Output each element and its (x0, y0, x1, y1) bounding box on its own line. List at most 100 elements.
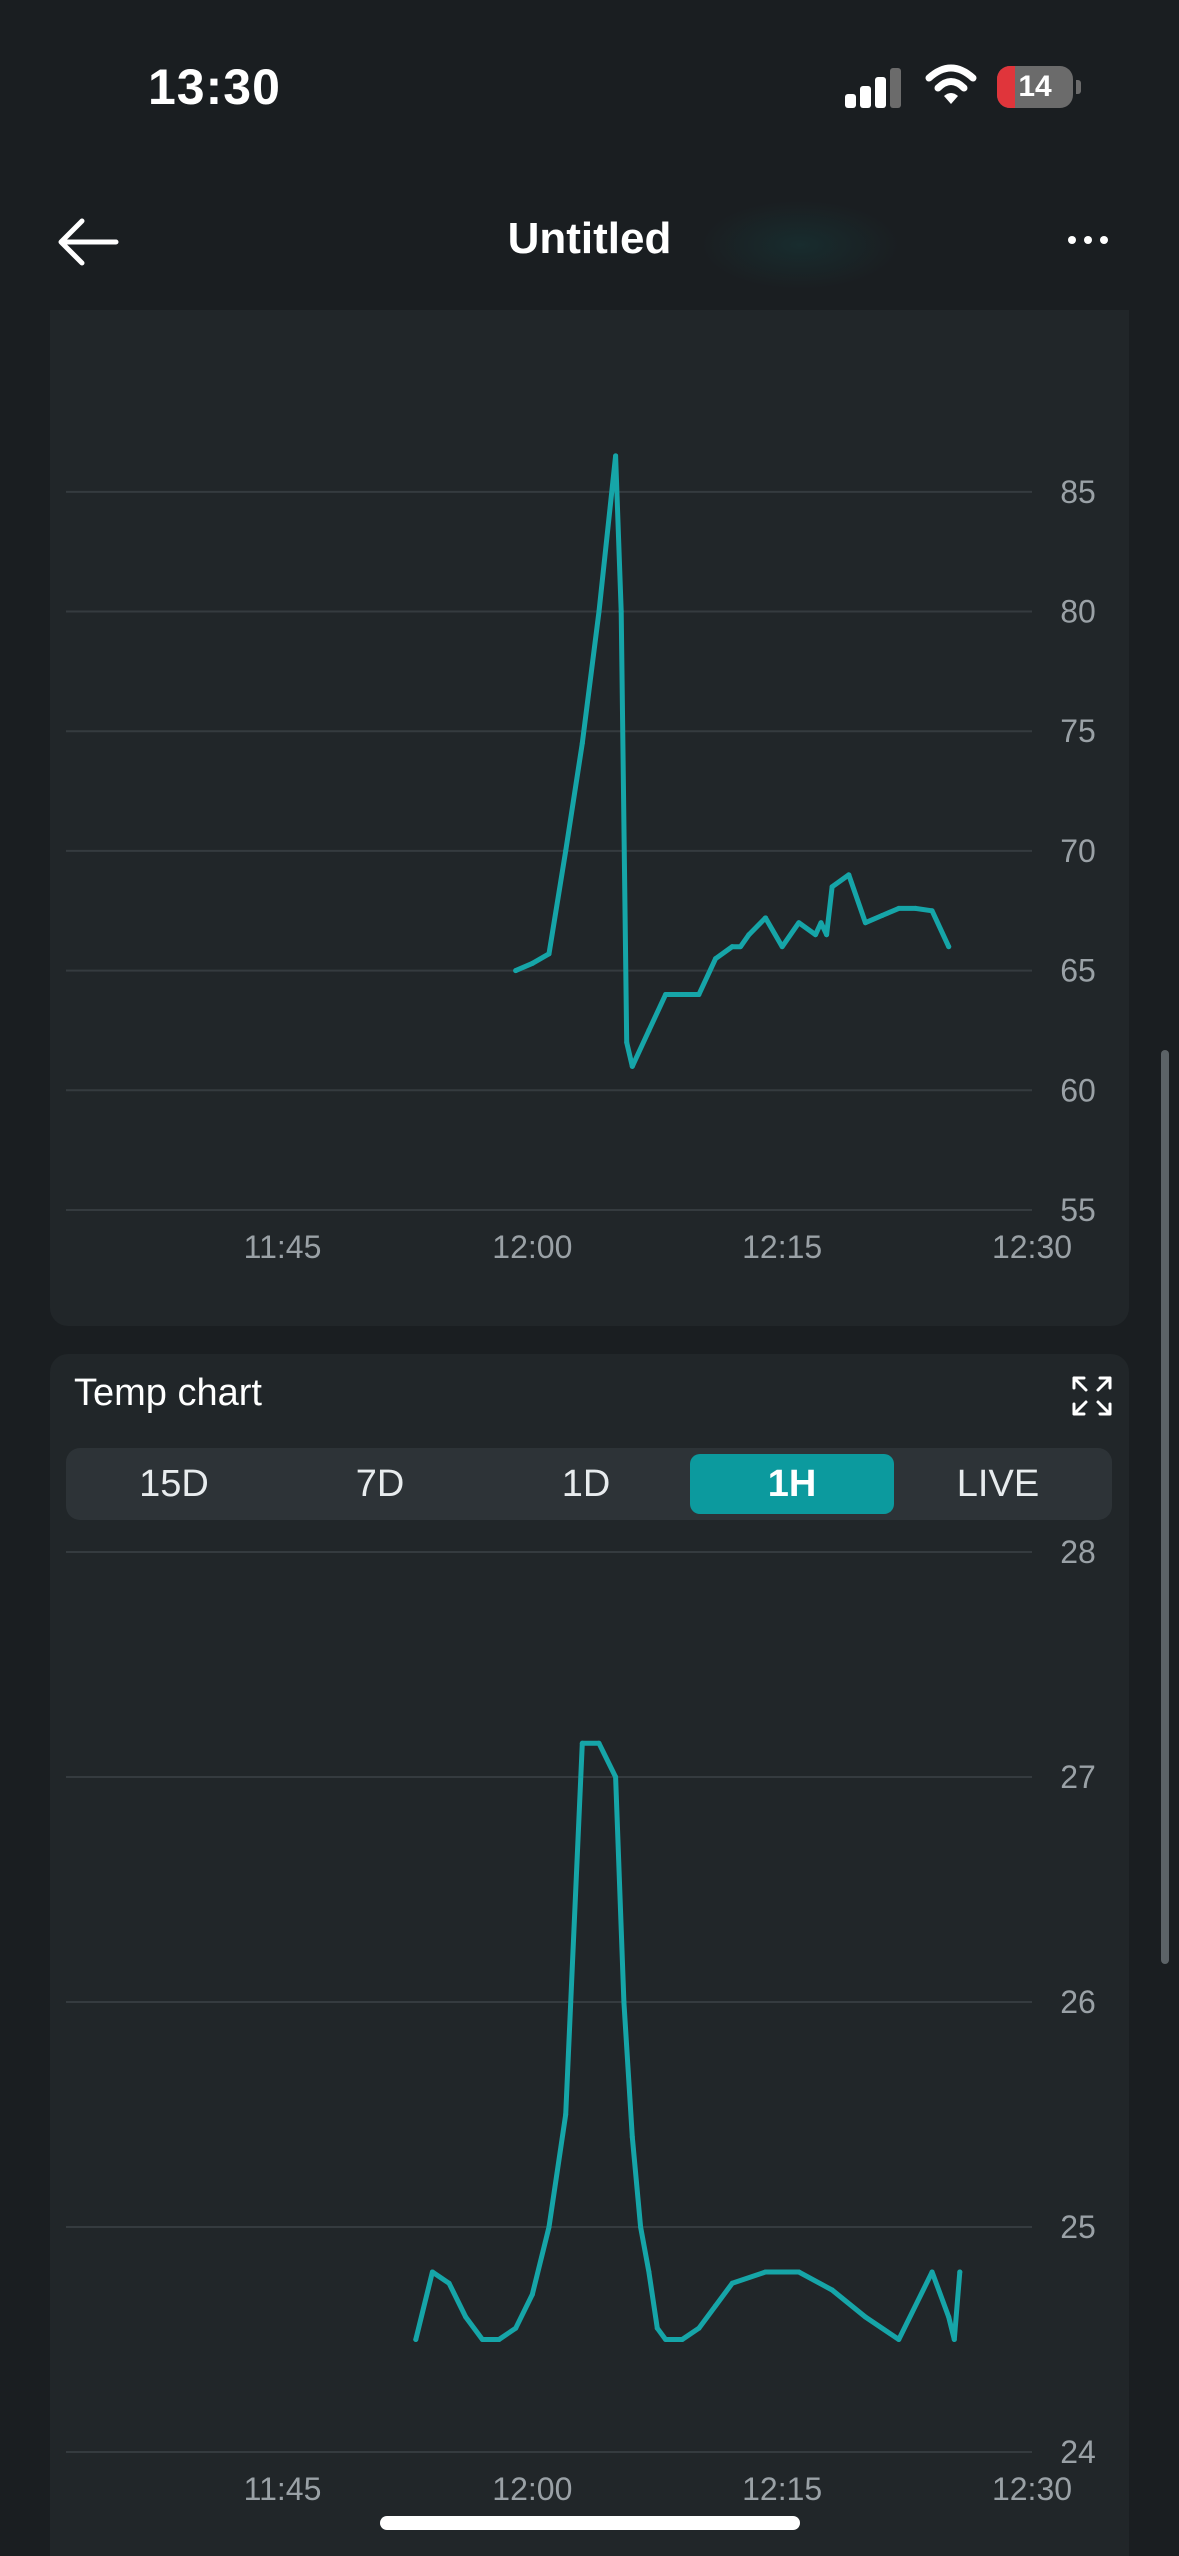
humidity-chart-x-tick-label: 12:30 (992, 1229, 1072, 1265)
range-tabs: 15D 7D 1D 1H LIVE (66, 1448, 1112, 1520)
humidity-chart-data-point (763, 915, 769, 921)
tab-7d[interactable]: 7D (355, 1463, 405, 1505)
temp-chart-data-point (646, 2269, 652, 2275)
humidity-chart-data-point (929, 908, 935, 914)
temp-chart-data-point (529, 2292, 535, 2297)
humidity-chart-data-point (746, 932, 752, 938)
temp-chart-data-point (629, 2134, 635, 2140)
expand-icon[interactable] (1070, 1374, 1114, 1418)
temp-chart-y-tick-label: 27 (1060, 1759, 1096, 1795)
humidity-chart-y-tick-label: 70 (1060, 833, 1096, 869)
humidity-chart-data-point (596, 609, 602, 615)
humidity-chart-data-point (629, 1063, 635, 1069)
temp-chart-data-point (429, 2269, 435, 2275)
temp-chart-data-point (713, 2303, 719, 2309)
humidity-chart-data-point (679, 992, 685, 998)
humidity-chart-data-point (546, 951, 552, 957)
temp-chart-data-point (479, 2337, 485, 2342)
humidity-chart-y-tick-label: 85 (1060, 474, 1096, 510)
humidity-chart-data-point (818, 920, 824, 926)
battery-icon: 14 (997, 66, 1073, 108)
humidity-chart: 55 60 65 70 75 80 85 11:45 12:00 12:15 12:30 (66, 453, 1096, 1265)
temp-chart-data-point (929, 2269, 935, 2275)
more-button[interactable] (1050, 210, 1126, 270)
humidity-chart-data-point (879, 913, 885, 919)
humidity-chart-x-tick-label: 11:45 (244, 1229, 322, 1265)
temp-chart-y-tick-label: 26 (1060, 1984, 1096, 2020)
humidity-chart-data-point (729, 944, 735, 950)
temp-chart-data-point (546, 2224, 552, 2230)
humidity-chart-data-point (846, 872, 852, 878)
temp-chart-data-point (862, 2314, 868, 2320)
temp-chart-data-points (413, 1740, 963, 2342)
humidity-chart-data-point (738, 944, 744, 950)
humidity-chart-data-points (513, 453, 952, 1069)
temp-chart-data-point (513, 2325, 519, 2331)
temp-chart-data-point (679, 2337, 685, 2342)
home-indicator[interactable] (380, 2516, 800, 2530)
humidity-chart-data-point (618, 609, 624, 615)
arrow-left-icon (58, 218, 119, 266)
humidity-chart-y-tick-label: 60 (1060, 1072, 1096, 1108)
temp-chart-data-point (563, 2112, 569, 2117)
tab-15d[interactable]: 15D (139, 1463, 209, 1505)
battery-cap (1076, 80, 1081, 94)
temp-chart-data-point (729, 2280, 735, 2286)
more-horizontal-icon (1064, 231, 1112, 249)
humidity-chart-data-point (563, 848, 569, 854)
status-time: 13:30 (148, 59, 281, 115)
tab-1h[interactable]: 1H (690, 1454, 894, 1514)
humidity-chart-data-point (779, 944, 785, 950)
scrollbar[interactable] (1161, 1050, 1169, 1964)
humidity-chart-data-point (812, 932, 818, 938)
temp-chart-data-point (896, 2337, 902, 2342)
humidity-chart-data-point (796, 920, 802, 926)
temp-chart-data-point (496, 2337, 502, 2342)
temp-chart-gridlines (66, 1551, 1032, 2453)
tab-live[interactable]: LIVE (956, 1463, 1040, 1505)
card-title: Temp chart (74, 1372, 262, 1414)
temp-chart-y-tick-label: 28 (1060, 1534, 1096, 1570)
humidity-chart-x-tick-label: 12:15 (742, 1229, 822, 1265)
nav-bar: Untitled (0, 170, 1179, 310)
humidity-chart-data-point (646, 1027, 652, 1033)
humidity-chart-gridlines (66, 490, 1032, 1211)
temp-chart: 24 25 26 27 28 11:45 12:00 12:15 12:30 (66, 1534, 1096, 2507)
temp-chart-x-tick-label: 11:45 (244, 2471, 322, 2507)
temp-chart-x-tick-label: 12:00 (492, 2471, 572, 2507)
tab-1d[interactable]: 1D (561, 1463, 611, 1505)
humidity-chart-series-line (513, 453, 952, 1069)
humidity-chart-data-point (579, 740, 585, 746)
temp-chart-data-point (951, 2337, 957, 2342)
temp-chart-data-point (796, 2269, 802, 2275)
battery-level: 14 (1018, 70, 1052, 103)
temp-chart-data-point (579, 1740, 585, 1746)
temp-chart-data-point (446, 2280, 452, 2286)
temp-chart-series-line (413, 1740, 963, 2342)
temp-chart-data-point (696, 2325, 702, 2331)
humidity-chart-y-tick-label: 55 (1060, 1192, 1096, 1228)
humidity-chart-data-point (513, 968, 519, 974)
temp-chart-data-point (463, 2314, 469, 2320)
humidity-chart-data-point (529, 960, 535, 966)
temp-chart-x-tick-label: 12:15 (742, 2471, 822, 2507)
page-title: Untitled (507, 214, 672, 263)
humidity-chart-y-tick-label: 65 (1060, 953, 1096, 989)
signal-icon (845, 66, 903, 108)
humidity-chart-data-point (946, 944, 952, 950)
humidity-chart-data-point (862, 920, 868, 926)
temp-chart-data-point (613, 1774, 619, 1780)
temp-chart-data-point (763, 2269, 769, 2275)
humidity-chart-data-point (713, 956, 719, 962)
temp-chart-y-tick-label: 24 (1060, 2434, 1096, 2470)
temp-chart-data-point (638, 2224, 644, 2230)
temp-chart-data-point (654, 2325, 660, 2331)
back-button[interactable] (52, 206, 124, 278)
temp-chart-data-point (621, 1999, 627, 2005)
temp-chart-data-point (663, 2337, 669, 2342)
humidity-chart-data-point (624, 1039, 630, 1045)
temp-chart-card: Temp chart 15D 7D 1D 1H LIVE 24 25 26 27 28 1… (50, 1354, 1129, 2556)
temp-chart-data-point (413, 2337, 419, 2342)
humidity-chart-data-point (613, 453, 619, 459)
temp-chart-data-point (829, 2287, 835, 2293)
